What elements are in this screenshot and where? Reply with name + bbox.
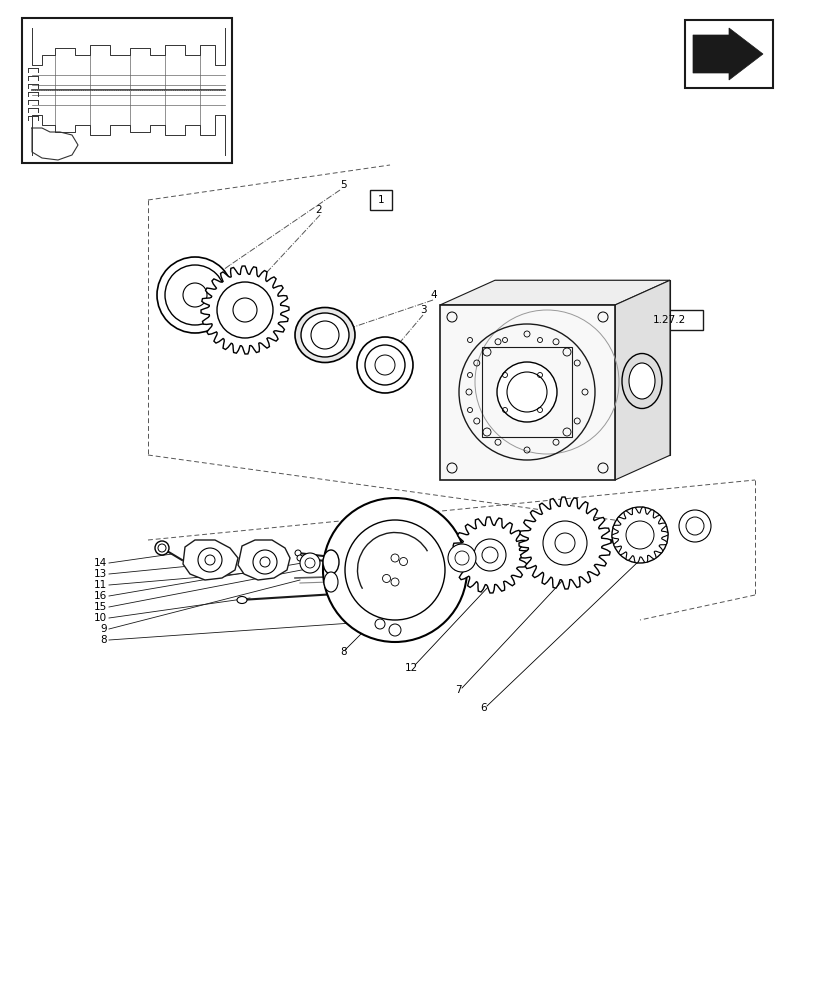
Circle shape	[299, 553, 319, 573]
Ellipse shape	[301, 313, 348, 357]
Circle shape	[356, 337, 413, 393]
Polygon shape	[611, 507, 667, 563]
Ellipse shape	[629, 363, 654, 399]
Text: 5: 5	[340, 180, 347, 190]
Circle shape	[375, 355, 394, 375]
Text: 4: 4	[429, 290, 436, 300]
Polygon shape	[237, 540, 289, 580]
Bar	[634, 310, 702, 330]
Circle shape	[323, 498, 466, 642]
Circle shape	[506, 372, 547, 412]
Circle shape	[611, 507, 667, 563]
Text: 15: 15	[93, 602, 107, 612]
Circle shape	[678, 510, 710, 542]
Circle shape	[294, 550, 301, 556]
Polygon shape	[692, 28, 762, 80]
Circle shape	[297, 555, 303, 561]
Circle shape	[217, 282, 273, 338]
Polygon shape	[519, 497, 610, 589]
Text: 10: 10	[93, 613, 107, 623]
Polygon shape	[183, 540, 237, 580]
Polygon shape	[439, 280, 669, 305]
Ellipse shape	[294, 308, 355, 362]
Polygon shape	[201, 266, 289, 354]
Ellipse shape	[323, 550, 338, 574]
Circle shape	[447, 544, 476, 572]
Text: 1.27.2: 1.27.2	[652, 315, 685, 325]
Text: 11: 11	[93, 580, 107, 590]
Polygon shape	[614, 280, 669, 480]
Circle shape	[232, 298, 256, 322]
Polygon shape	[452, 517, 528, 593]
Ellipse shape	[323, 572, 337, 592]
Text: 1: 1	[377, 195, 384, 205]
Ellipse shape	[621, 354, 662, 408]
Circle shape	[543, 521, 586, 565]
Circle shape	[625, 521, 653, 549]
Circle shape	[165, 265, 225, 325]
Polygon shape	[495, 280, 669, 455]
Polygon shape	[439, 305, 614, 480]
Text: 2: 2	[314, 205, 321, 215]
Bar	[370, 190, 391, 210]
Ellipse shape	[237, 596, 246, 603]
Text: 12: 12	[404, 663, 418, 673]
Circle shape	[345, 520, 444, 620]
Circle shape	[473, 539, 505, 571]
Bar	[684, 20, 772, 88]
Bar	[22, 18, 232, 163]
Text: 6: 6	[480, 703, 486, 713]
Circle shape	[365, 345, 404, 385]
Text: 9: 9	[100, 624, 107, 634]
Circle shape	[157, 257, 232, 333]
Text: 13: 13	[93, 569, 107, 579]
Text: 8: 8	[340, 647, 347, 657]
Text: 16: 16	[93, 591, 107, 601]
Text: 3: 3	[419, 305, 426, 315]
Text: 8: 8	[100, 635, 107, 645]
Circle shape	[155, 541, 169, 555]
Circle shape	[183, 283, 207, 307]
Circle shape	[311, 321, 338, 349]
Text: 7: 7	[455, 685, 461, 695]
Circle shape	[496, 362, 557, 422]
Text: 14: 14	[93, 558, 107, 568]
